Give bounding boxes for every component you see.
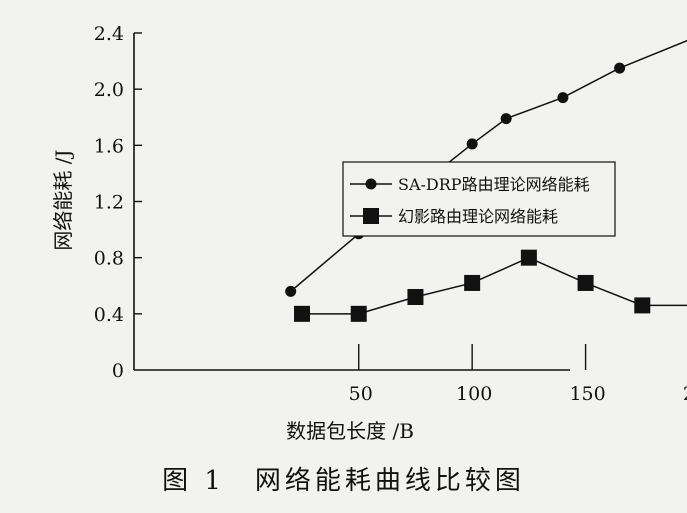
x-tick-label: 150 bbox=[569, 383, 605, 405]
x-tick-label: 200 bbox=[683, 383, 687, 405]
x-axis-ticks: 50 100 150 200 bbox=[349, 344, 687, 405]
legend-marker-square bbox=[363, 208, 379, 224]
series-2-point bbox=[634, 297, 651, 314]
series-1-point bbox=[500, 113, 512, 125]
y-axis-label: 网络能耗 /J bbox=[51, 149, 75, 250]
series-1-point bbox=[466, 138, 478, 150]
series-2-point bbox=[520, 249, 537, 266]
y-tick-label: 0 bbox=[112, 360, 124, 382]
y-tick-label: 0.8 bbox=[94, 248, 124, 270]
x-axis-label: 数据包长度 /B bbox=[286, 419, 414, 443]
figure-caption: 图 1 网络能耗曲线比较图 bbox=[162, 466, 525, 496]
x-tick-label: 100 bbox=[456, 383, 492, 405]
legend-label: 幻影路由理论网络能耗 bbox=[398, 207, 558, 226]
series-1-point bbox=[285, 285, 297, 297]
series-2-point bbox=[407, 288, 424, 305]
series-1-point bbox=[614, 62, 626, 74]
series-2-line bbox=[302, 256, 687, 315]
legend-label: SA-DRP路由理论网络能耗 bbox=[398, 175, 590, 194]
series-2-point bbox=[350, 305, 367, 322]
y-tick-label: 2.4 bbox=[94, 23, 124, 45]
y-tick-label: 1.6 bbox=[94, 135, 124, 157]
y-tick-label: 1.2 bbox=[94, 192, 124, 214]
series-2-point bbox=[464, 274, 481, 291]
series-2-point bbox=[577, 274, 594, 291]
series-1-point bbox=[557, 92, 569, 104]
y-axis-ticks: 0 0.4 0.8 1.2 1.6 2.0 2.4 bbox=[94, 23, 142, 382]
x-tick-label: 50 bbox=[349, 383, 373, 405]
legend-box bbox=[342, 161, 616, 237]
y-tick-label: 2.0 bbox=[94, 79, 124, 101]
series-2-point bbox=[294, 305, 311, 322]
legend-marker-circle bbox=[365, 178, 377, 190]
y-tick-label: 0.4 bbox=[94, 304, 124, 326]
